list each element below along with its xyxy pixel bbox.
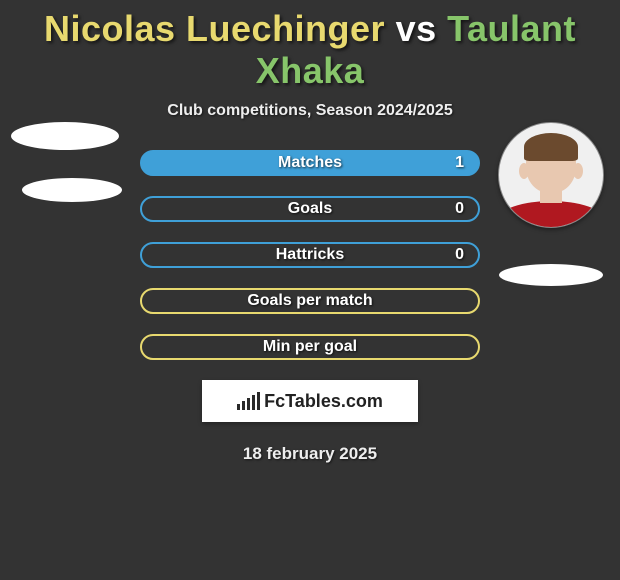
stat-pill: Hattricks 0 bbox=[140, 242, 480, 268]
logo-bar bbox=[252, 395, 255, 410]
logo-bar bbox=[242, 401, 245, 410]
stat-pill: Goals 0 bbox=[140, 196, 480, 222]
stat-value-p2: 1 bbox=[455, 154, 464, 172]
stat-label: Goals bbox=[288, 200, 332, 218]
subtitle: Club competitions, Season 2024/2025 bbox=[0, 102, 620, 120]
stat-label: Hattricks bbox=[276, 246, 344, 264]
right-player-column bbox=[496, 122, 606, 286]
title-vs: vs bbox=[396, 8, 437, 49]
right-ellipse bbox=[499, 264, 603, 286]
left-ellipse-1 bbox=[11, 122, 119, 150]
avatar-hair bbox=[524, 133, 578, 161]
logo-bars-icon bbox=[237, 392, 260, 410]
stat-label: Goals per match bbox=[247, 292, 372, 310]
logo-box: FcTables.com bbox=[202, 380, 418, 422]
stat-row: Min per goal bbox=[0, 334, 620, 360]
logo-bar bbox=[247, 398, 250, 410]
avatar-shirt bbox=[498, 201, 604, 228]
date-text: 18 february 2025 bbox=[0, 444, 620, 464]
stat-row: Goals per match bbox=[0, 288, 620, 314]
stat-label: Min per goal bbox=[263, 338, 357, 356]
stat-pill: Matches 1 bbox=[140, 150, 480, 176]
stat-label: Matches bbox=[278, 154, 342, 172]
logo-bar bbox=[257, 392, 260, 410]
logo-bar bbox=[237, 404, 240, 410]
stat-value-p2: 0 bbox=[455, 200, 464, 218]
avatar-ear-right bbox=[573, 163, 583, 179]
stat-value-p2: 0 bbox=[455, 246, 464, 264]
stat-pill: Goals per match bbox=[140, 288, 480, 314]
left-ellipse-2 bbox=[22, 178, 122, 202]
logo-text: FcTables.com bbox=[264, 391, 383, 412]
title-player1: Nicolas Luechinger bbox=[44, 8, 385, 49]
page-title: Nicolas Luechinger vs Taulant Xhaka bbox=[0, 0, 620, 92]
left-player-column bbox=[6, 122, 124, 202]
avatar-ear-left bbox=[519, 163, 529, 179]
player2-avatar bbox=[498, 122, 604, 228]
stat-pill: Min per goal bbox=[140, 334, 480, 360]
